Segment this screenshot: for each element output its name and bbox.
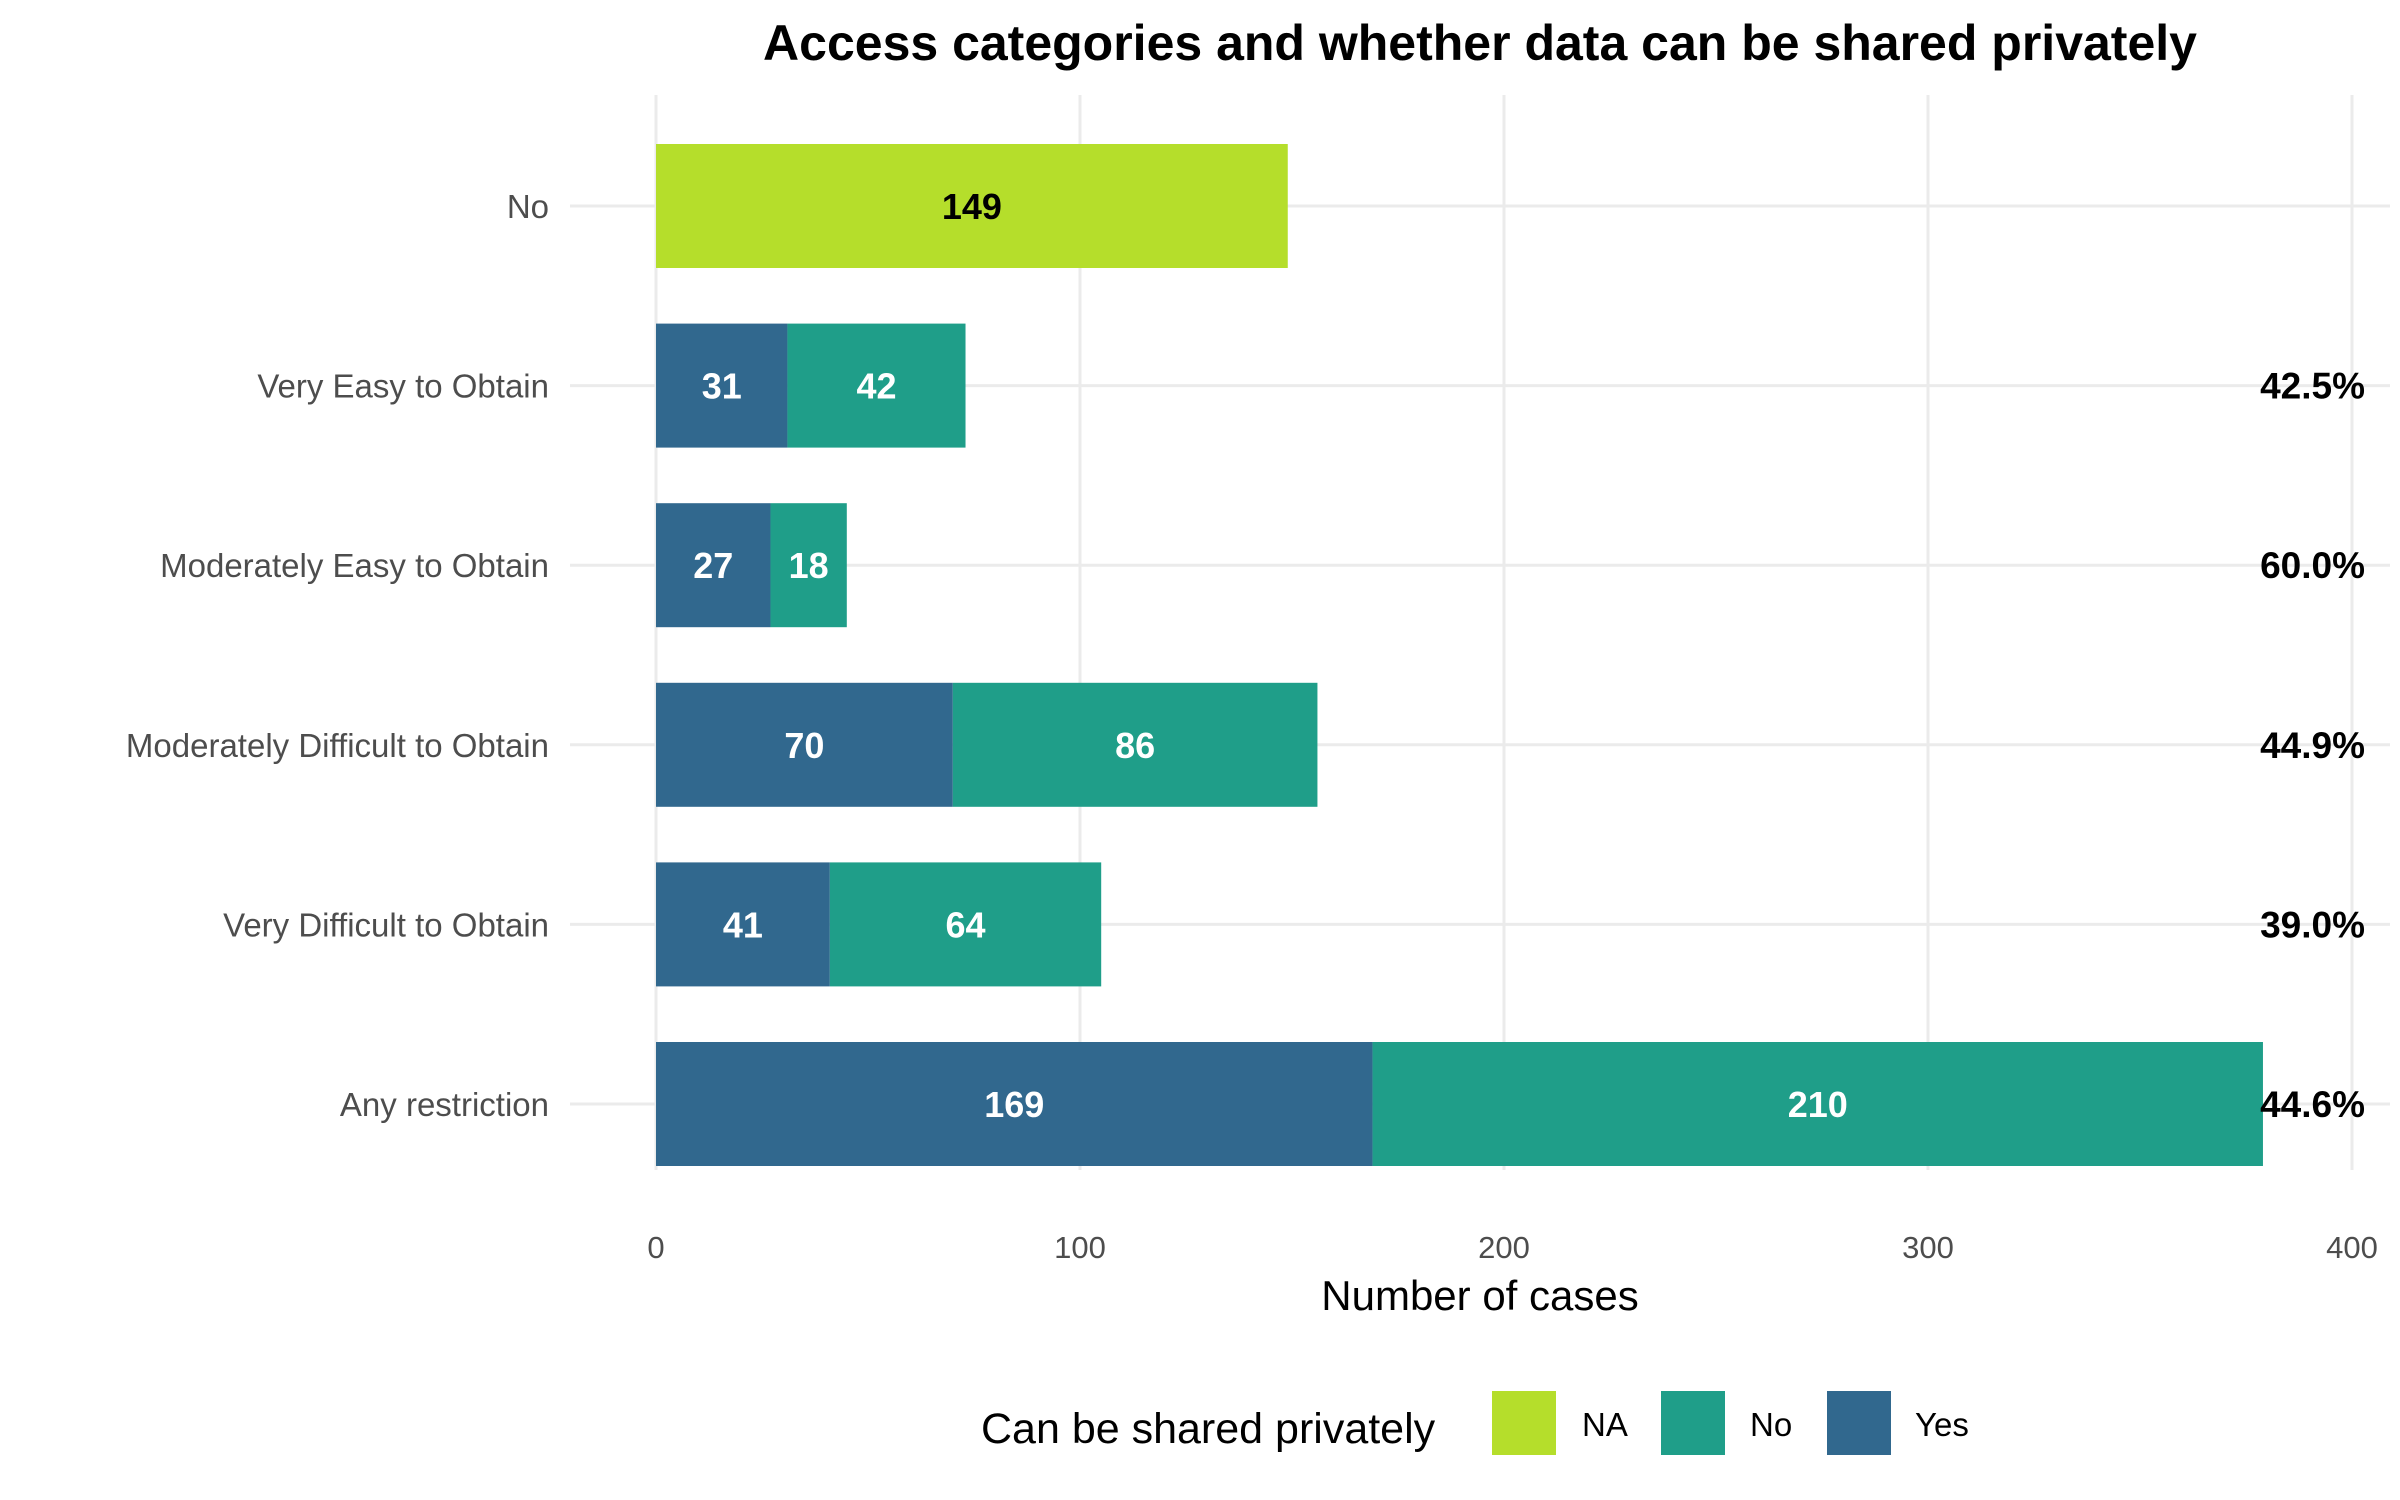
category-label-very-difficult-to-obtain: Very Difficult to Obtain	[223, 906, 549, 943]
legend-key-yes	[1827, 1391, 1891, 1455]
bar-yes-very-difficult-to-obtain	[656, 862, 830, 987]
legend-title: Can be shared privately	[981, 1405, 1436, 1453]
bar-label-no-very-easy-to-obtain: 42	[856, 366, 896, 407]
percent-label-any-restriction: 44.6%	[2260, 1084, 2365, 1125]
category-label-any-restriction: Any restriction	[340, 1086, 549, 1123]
legend: Can be shared privately NA No Yes	[981, 1391, 1969, 1455]
percent-label-moderately-easy-to-obtain: 60.0%	[2260, 545, 2365, 586]
x-tick-label-200: 200	[1478, 1230, 1530, 1265]
bars: 149 31 42 27 18 70 86 41 64 169 210	[656, 144, 2263, 1166]
bar-yes-moderately-easy-to-obtain	[656, 503, 771, 628]
category-labels: No Very Easy to Obtain Moderately Easy to …	[126, 188, 549, 1123]
category-label-very-easy-to-obtain: Very Easy to Obtain	[257, 368, 549, 405]
x-tick-label-0: 0	[647, 1230, 664, 1265]
legend-key-na	[1492, 1391, 1556, 1455]
x-tick-label-400: 400	[2326, 1230, 2378, 1265]
legend-label-na: NA	[1582, 1406, 1628, 1443]
category-label-no: No	[507, 188, 549, 225]
category-label-moderately-easy-to-obtain: Moderately Easy to Obtain	[160, 547, 549, 584]
bar-label-yes-moderately-easy-to-obtain: 27	[693, 545, 733, 586]
bar-no-very-difficult-to-obtain	[829, 862, 1102, 987]
percent-label-moderately-difficult-to-obtain: 44.9%	[2260, 725, 2365, 766]
bar-yes-any-restriction	[656, 1042, 1373, 1166]
bar-no-any-restriction	[1372, 1042, 2263, 1166]
x-axis-title: Number of cases	[1321, 1272, 1638, 1319]
bar-label-no-very-difficult-to-obtain: 64	[945, 904, 985, 945]
bar-label-yes-very-easy-to-obtain: 31	[702, 366, 742, 407]
x-tick-label-300: 300	[1902, 1230, 1954, 1265]
bar-label-na-no: 149	[942, 186, 1002, 227]
x-tick-labels: 0 100 200 300 400	[647, 1230, 2377, 1265]
legend-label-yes: Yes	[1915, 1406, 1969, 1443]
category-label-moderately-difficult-to-obtain: Moderately Difficult to Obtain	[126, 727, 549, 764]
bar-na-no	[656, 144, 1288, 268]
percent-label-very-difficult-to-obtain: 39.0%	[2260, 904, 2365, 945]
bar-label-no-any-restriction: 210	[1788, 1084, 1848, 1125]
bar-no-very-easy-to-obtain	[787, 323, 966, 448]
legend-label-no: No	[1750, 1406, 1792, 1443]
bar-label-yes-any-restriction: 169	[984, 1084, 1044, 1125]
bar-label-no-moderately-difficult-to-obtain: 86	[1115, 725, 1155, 766]
chart-title: Access categories and whether data can b…	[763, 15, 2197, 71]
bar-label-no-moderately-easy-to-obtain: 18	[789, 545, 829, 586]
percent-label-very-easy-to-obtain: 42.5%	[2260, 366, 2365, 407]
bar-no-moderately-difficult-to-obtain	[952, 682, 1318, 807]
bar-label-yes-very-difficult-to-obtain: 41	[723, 904, 763, 945]
bar-no-moderately-easy-to-obtain	[770, 503, 847, 628]
legend-key-no	[1661, 1391, 1725, 1455]
bar-yes-very-easy-to-obtain	[656, 323, 788, 448]
percent-labels: 42.5% 60.0% 44.9% 39.0% 44.6%	[2260, 366, 2365, 1125]
bar-label-yes-moderately-difficult-to-obtain: 70	[784, 725, 824, 766]
x-tick-label-100: 100	[1054, 1230, 1106, 1265]
bar-yes-moderately-difficult-to-obtain	[656, 682, 953, 807]
